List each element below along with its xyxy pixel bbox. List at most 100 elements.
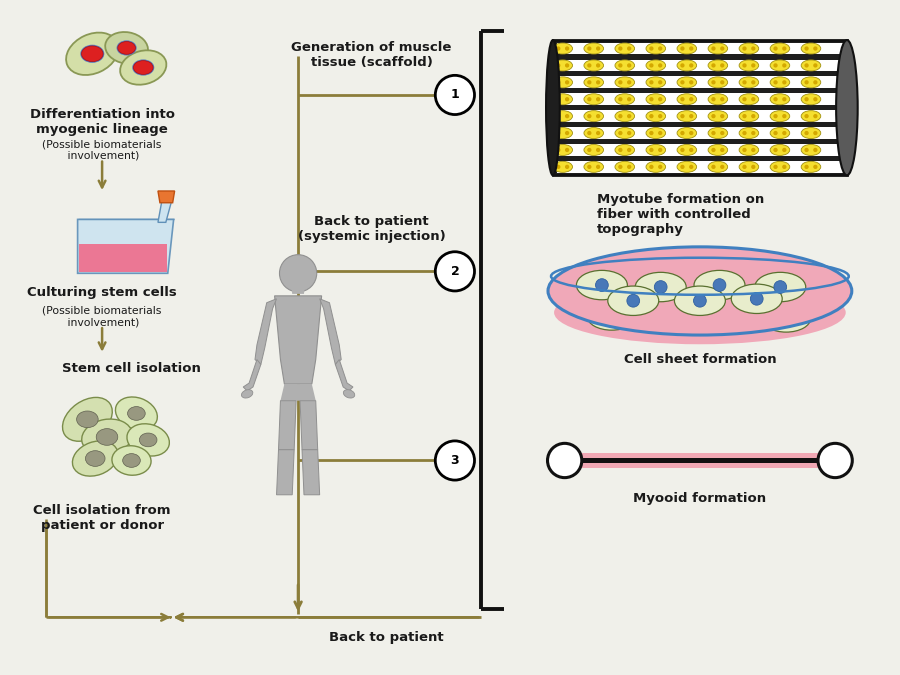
Text: 3: 3 <box>451 454 459 467</box>
Ellipse shape <box>770 60 789 71</box>
Ellipse shape <box>646 43 666 54</box>
Ellipse shape <box>739 77 759 88</box>
Circle shape <box>627 63 631 68</box>
Polygon shape <box>243 360 261 391</box>
Circle shape <box>556 97 561 101</box>
Circle shape <box>627 97 631 101</box>
Ellipse shape <box>82 419 132 455</box>
Ellipse shape <box>739 161 759 172</box>
Ellipse shape <box>739 111 759 122</box>
Bar <box>553 40 847 176</box>
Ellipse shape <box>677 77 697 88</box>
Ellipse shape <box>66 32 119 75</box>
Ellipse shape <box>770 161 789 172</box>
Polygon shape <box>276 450 294 495</box>
Ellipse shape <box>554 281 846 344</box>
Circle shape <box>596 63 600 68</box>
Ellipse shape <box>801 94 821 105</box>
Ellipse shape <box>122 454 140 467</box>
Ellipse shape <box>584 60 604 71</box>
Circle shape <box>658 114 662 118</box>
Ellipse shape <box>553 161 572 172</box>
Ellipse shape <box>739 60 759 71</box>
Circle shape <box>814 80 817 84</box>
Circle shape <box>782 165 787 169</box>
Circle shape <box>649 80 653 84</box>
Ellipse shape <box>739 144 759 155</box>
Text: Stem cell isolation: Stem cell isolation <box>62 362 201 375</box>
Ellipse shape <box>553 111 572 122</box>
Text: Myooid formation: Myooid formation <box>634 492 767 505</box>
Text: Myotube formation on
fiber with controlled
topography: Myotube formation on fiber with controll… <box>597 193 764 236</box>
Ellipse shape <box>118 42 135 54</box>
Circle shape <box>689 80 693 84</box>
Ellipse shape <box>708 43 728 54</box>
Ellipse shape <box>770 128 789 138</box>
Ellipse shape <box>62 398 112 441</box>
Ellipse shape <box>553 77 572 88</box>
Circle shape <box>689 114 693 118</box>
Ellipse shape <box>674 286 725 315</box>
Text: Cell isolation from
patient or donor: Cell isolation from patient or donor <box>33 504 171 532</box>
Circle shape <box>587 80 591 84</box>
Circle shape <box>711 97 716 101</box>
Ellipse shape <box>635 272 686 302</box>
Circle shape <box>436 252 474 291</box>
Ellipse shape <box>646 94 666 105</box>
Circle shape <box>649 114 653 118</box>
Circle shape <box>773 47 778 51</box>
Circle shape <box>565 165 570 169</box>
Circle shape <box>680 148 685 152</box>
Circle shape <box>720 63 724 68</box>
Ellipse shape <box>553 128 572 138</box>
Circle shape <box>627 114 631 118</box>
Bar <box>564 453 835 468</box>
Ellipse shape <box>553 43 572 54</box>
Circle shape <box>773 63 778 68</box>
Circle shape <box>720 165 724 169</box>
Text: (Possible biomaterials
 involvement): (Possible biomaterials involvement) <box>42 306 162 327</box>
Circle shape <box>814 148 817 152</box>
Polygon shape <box>158 200 172 222</box>
Polygon shape <box>78 244 166 272</box>
Circle shape <box>565 47 570 51</box>
Ellipse shape <box>584 128 604 138</box>
Circle shape <box>752 114 755 118</box>
Ellipse shape <box>117 40 137 55</box>
Polygon shape <box>281 384 316 401</box>
Ellipse shape <box>677 94 697 105</box>
Ellipse shape <box>677 144 697 155</box>
Polygon shape <box>336 360 353 391</box>
Ellipse shape <box>739 94 759 105</box>
Circle shape <box>742 148 747 152</box>
Polygon shape <box>274 296 321 384</box>
Circle shape <box>774 281 787 294</box>
Circle shape <box>565 97 570 101</box>
Circle shape <box>720 114 724 118</box>
Polygon shape <box>278 401 296 450</box>
Circle shape <box>680 165 685 169</box>
Circle shape <box>711 47 716 51</box>
Bar <box>557 110 843 122</box>
Circle shape <box>596 279 608 292</box>
Circle shape <box>805 47 809 51</box>
Circle shape <box>773 114 778 118</box>
Circle shape <box>565 80 570 84</box>
Ellipse shape <box>646 144 666 155</box>
Circle shape <box>556 148 561 152</box>
Text: Differentiation into
myogenic lineage: Differentiation into myogenic lineage <box>30 108 175 136</box>
Ellipse shape <box>128 406 145 421</box>
Circle shape <box>627 47 631 51</box>
Circle shape <box>752 63 755 68</box>
Ellipse shape <box>739 43 759 54</box>
Circle shape <box>618 63 623 68</box>
Circle shape <box>587 63 591 68</box>
Ellipse shape <box>770 77 789 88</box>
Ellipse shape <box>646 60 666 71</box>
Text: 1: 1 <box>451 88 459 101</box>
Circle shape <box>742 97 747 101</box>
Circle shape <box>627 80 631 84</box>
Circle shape <box>618 114 623 118</box>
Circle shape <box>627 148 631 152</box>
Ellipse shape <box>646 111 666 122</box>
